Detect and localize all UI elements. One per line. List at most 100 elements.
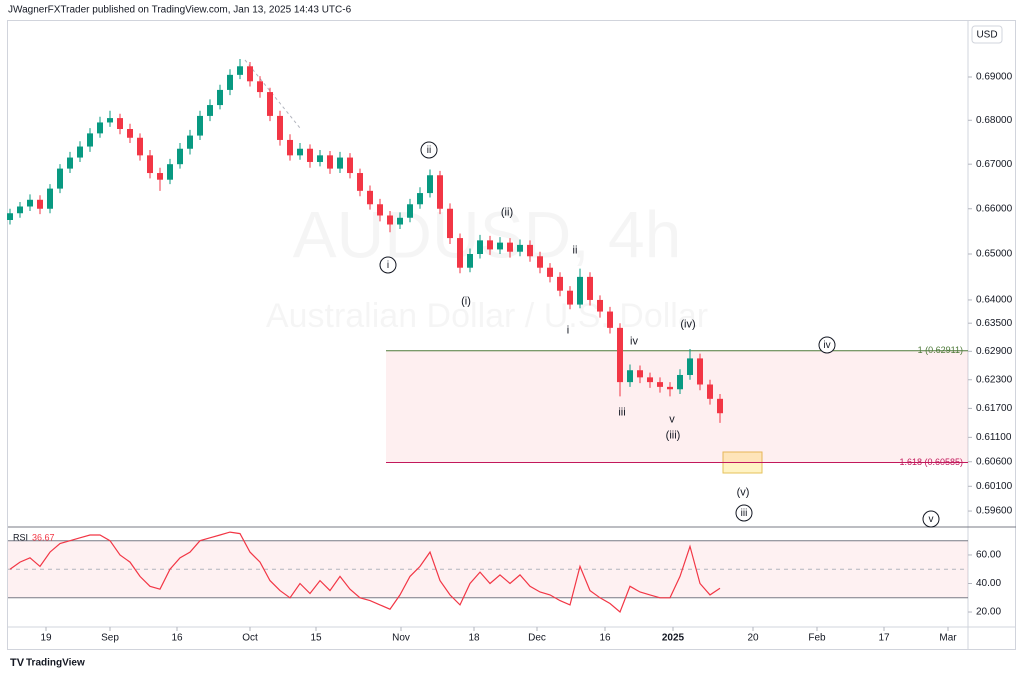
candle-body (357, 173, 363, 191)
candle-body (577, 276, 583, 305)
candle-body (707, 384, 713, 399)
candle-body (227, 74, 233, 90)
wave-label: i (387, 260, 389, 271)
wave-label: v (669, 413, 675, 425)
candle-body (317, 155, 323, 162)
fib-label: 1.618 (0.60585) (899, 457, 963, 467)
candle-body (177, 148, 183, 165)
candle-body (687, 358, 693, 375)
x-tick-label: Oct (242, 633, 258, 644)
candle-body (437, 175, 443, 209)
frame (7, 20, 1016, 650)
candle-body (347, 157, 353, 174)
candle-body (507, 242, 513, 252)
candle-body (367, 190, 373, 205)
currency-box[interactable] (971, 25, 1003, 44)
y-tick-label: 0.64000 (976, 295, 1013, 306)
x-tick-label: Feb (808, 633, 826, 644)
candle-body (287, 139, 293, 156)
candle-body (257, 81, 263, 93)
candle-body (67, 157, 73, 169)
x-tick-label: 17 (878, 633, 890, 644)
candle-body (527, 244, 533, 257)
candle-body (657, 382, 663, 387)
candle-body (467, 253, 473, 268)
candle-body (77, 146, 83, 158)
candle-body (157, 173, 163, 180)
candle-body (27, 199, 33, 207)
rsi-line (9, 531, 721, 614)
rsi-y-tick-label: 20.00 (976, 607, 1001, 618)
candle-body (377, 204, 383, 216)
candle-body (667, 386, 673, 390)
y-tick-label: 0.69000 (976, 72, 1013, 83)
wave-label: (i) (461, 295, 471, 307)
candle-body (327, 155, 333, 169)
brand-logo: TV (10, 657, 25, 669)
wave-label: (iii) (666, 429, 681, 441)
x-tick-label: Sep (101, 633, 119, 644)
wave-label: (v) (737, 486, 750, 498)
x-tick-label: 15 (310, 633, 322, 644)
candle-body (417, 193, 423, 205)
candle-body (187, 135, 193, 149)
wave-circle (818, 336, 836, 354)
candle-body (497, 242, 503, 250)
candle-body (397, 217, 403, 225)
candle-body (477, 240, 483, 254)
candle-body (147, 155, 153, 174)
candle-body (517, 244, 523, 252)
wave-label: v (929, 514, 934, 525)
candle-body (627, 370, 633, 383)
y-tick-label: 0.63500 (976, 318, 1013, 329)
x-tick-label: Nov (392, 633, 410, 644)
y-tick-label: 0.67000 (976, 159, 1013, 170)
candle-body (7, 213, 13, 220)
candle-body (297, 148, 303, 156)
header: JWagnerFXTrader published on TradingView… (8, 5, 352, 16)
candle-body (57, 168, 63, 189)
y-tick-label: 0.62900 (976, 346, 1013, 357)
candle-body (267, 92, 273, 116)
x-tick-label: 16 (599, 633, 611, 644)
y-tick-label: 0.60600 (976, 456, 1013, 467)
candle-body (247, 66, 253, 82)
fib-label: 1 (0.62911) (918, 345, 963, 355)
wave-circle (735, 504, 753, 522)
candle-body (717, 398, 723, 414)
candle-body (97, 122, 103, 134)
y-tick-label: 0.66000 (976, 203, 1013, 214)
candle-body (127, 129, 133, 138)
brand: TV TradingView (10, 657, 85, 669)
candle-body (447, 208, 453, 239)
y-tick-label: 0.68000 (976, 115, 1013, 126)
candle-body (277, 115, 283, 140)
candle-body (137, 137, 143, 156)
x-tick-label: 19 (40, 633, 52, 644)
x-tick-label: 2025 (662, 633, 685, 644)
rsi-name: RSI (13, 532, 28, 542)
y-tick-label: 0.65000 (976, 249, 1013, 260)
wave-circle (420, 141, 438, 159)
candle-body (107, 118, 113, 123)
candle-body (567, 290, 573, 305)
candle-body (387, 215, 393, 225)
candle-body (557, 276, 563, 291)
x-tick-label: 20 (747, 633, 759, 644)
candle-body (457, 238, 463, 268)
y-tick-label: 0.62300 (976, 374, 1013, 385)
candle-body (167, 164, 173, 180)
x-tick-label: 18 (468, 633, 480, 644)
candle-body (87, 133, 93, 147)
wave-label: ii (427, 145, 431, 156)
candle-body (697, 358, 703, 385)
candle-body (37, 199, 43, 209)
rsi-y-tick-label: 60.00 (976, 550, 1001, 561)
brand-name: TradingView (26, 658, 85, 669)
y-tick-label: 0.61100 (976, 432, 1012, 443)
target-zone (386, 350, 968, 463)
candle-body (587, 276, 593, 300)
wave-label: iv (823, 340, 830, 351)
